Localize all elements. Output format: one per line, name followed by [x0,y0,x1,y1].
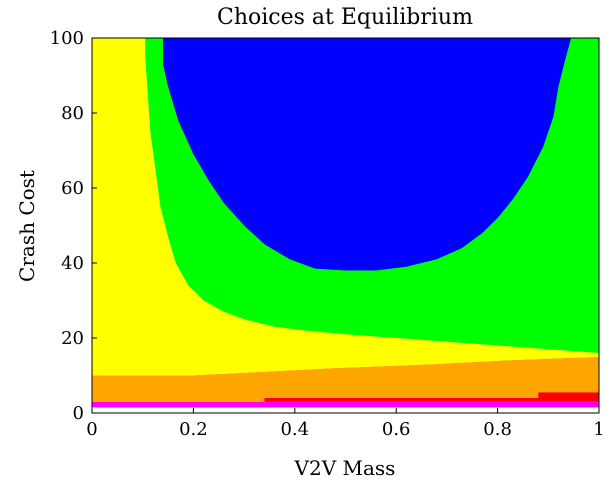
region-orange [92,356,599,402]
x-tick-label: 1 [593,419,604,440]
regions-layer [92,38,599,408]
y-tick-label: 100 [50,28,84,49]
y-axis: 0 20 40 60 80 100 [50,28,97,424]
x-tick-label: 0.2 [179,419,208,440]
x-tick-label: 0.4 [280,419,309,440]
x-tick-label: 0.6 [382,419,411,440]
x-tick-label: 0.8 [483,419,512,440]
plot-area-border [91,37,600,414]
x-tick-label: 0 [86,419,97,440]
y-tick-label: 20 [61,328,84,349]
x-axis-label: V2V Mass [294,456,396,480]
x-axis: 0 0.2 0.4 0.6 0.8 1 [86,408,605,440]
y-tick-label: 80 [61,103,84,124]
y-tick-label: 40 [61,253,84,274]
y-tick-label: 60 [61,178,84,199]
chart-title: Choices at Equilibrium [217,5,473,30]
y-tick-label: 0 [73,403,84,424]
region-red [264,392,599,402]
region-yellow [92,38,599,376]
y-axis-label: Crash Cost [15,170,39,282]
region-blue [163,38,572,271]
region-magenta [92,401,599,408]
